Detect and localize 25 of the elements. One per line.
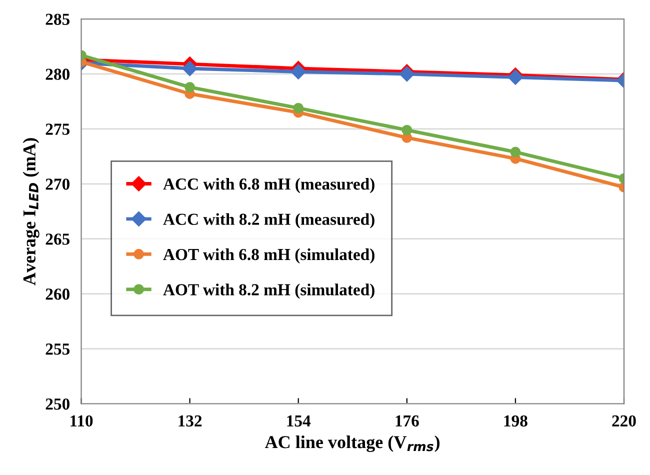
y-tick-label: 255 — [46, 344, 70, 355]
point — [402, 124, 412, 136]
point — [182, 60, 198, 76]
y-tick-label: 250 — [46, 398, 70, 410]
x-axis-title: AC line voltage (V$_{rms}$) — [264, 436, 440, 452]
x-tick-label: 176 — [396, 415, 419, 427]
legend-label: AOT with 8.2 mH (simulated) — [163, 284, 374, 299]
y-tick-label: 285 — [46, 14, 70, 25]
y-tick-label: 280 — [46, 68, 70, 80]
x-tick-label: 220 — [612, 415, 636, 427]
point — [184, 82, 196, 92]
point — [293, 102, 304, 114]
x-tick-label: 198 — [504, 415, 528, 427]
legend-label: ACC with 6.8 mH (measured) — [163, 178, 374, 194]
y-tick-label: 260 — [46, 288, 70, 300]
legend-label: AOT with 6.8 mH (simulated) — [163, 248, 374, 264]
y-axis-title: Average I$_{LED}$ (mA) — [22, 138, 40, 286]
x-tick-label: 110 — [70, 415, 93, 427]
x-tick-label: 132 — [178, 415, 202, 427]
x-tick-label: 154 — [287, 415, 311, 427]
y-tick-label: 265 — [46, 234, 70, 245]
y-tick-label: 270 — [46, 178, 70, 190]
legend-label: ACC with 8.2 mH (measured) — [163, 213, 374, 228]
y-tick-label: 275 — [46, 124, 70, 135]
point — [290, 64, 306, 80]
